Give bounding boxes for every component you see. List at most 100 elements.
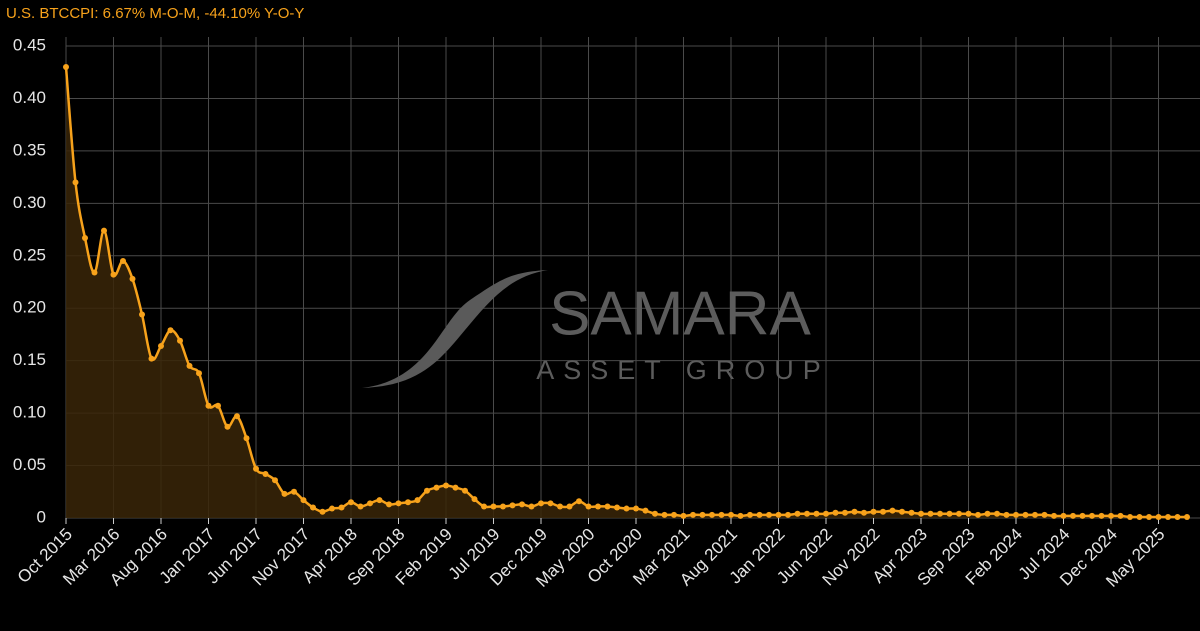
point <box>870 508 877 515</box>
point <box>1003 511 1010 518</box>
point <box>357 503 364 510</box>
point <box>433 484 440 491</box>
point <box>1022 511 1029 518</box>
point <box>547 500 554 507</box>
point <box>652 510 658 517</box>
point <box>386 501 392 508</box>
point <box>1184 513 1190 520</box>
point <box>690 511 696 518</box>
point <box>937 510 943 517</box>
point <box>880 508 886 515</box>
point <box>1013 511 1019 518</box>
point <box>1117 512 1124 519</box>
point <box>1079 512 1086 519</box>
point <box>243 435 250 442</box>
point <box>300 497 307 504</box>
y-tick-label: 0.15 <box>13 350 46 369</box>
point <box>196 370 202 377</box>
y-tick-label: 0.40 <box>13 88 46 107</box>
point <box>1032 511 1038 518</box>
point <box>63 63 69 70</box>
y-tick-label: 0.20 <box>13 298 46 317</box>
point <box>851 508 858 515</box>
point <box>585 503 592 510</box>
point <box>1174 513 1181 520</box>
point <box>509 502 516 509</box>
point <box>661 511 668 518</box>
point <box>1165 513 1171 520</box>
point <box>633 505 639 512</box>
point <box>566 503 573 510</box>
point <box>842 509 848 516</box>
point <box>500 503 506 510</box>
point <box>756 511 763 518</box>
point <box>272 477 278 484</box>
point <box>899 508 905 515</box>
point <box>956 510 962 517</box>
point <box>395 500 402 507</box>
point <box>1051 512 1057 519</box>
point <box>709 511 715 518</box>
point <box>1146 513 1152 520</box>
point <box>557 503 563 510</box>
point <box>215 402 221 409</box>
point <box>234 413 240 420</box>
point <box>832 509 839 516</box>
point <box>205 402 212 409</box>
point <box>129 275 136 282</box>
point <box>253 465 259 472</box>
watermark-subtext: ASSET GROUP <box>536 355 830 385</box>
point <box>291 488 297 495</box>
point <box>671 511 677 518</box>
point <box>348 499 354 506</box>
point <box>167 327 174 334</box>
y-tick-label: 0.25 <box>13 245 46 264</box>
point <box>310 504 316 511</box>
point <box>718 511 725 518</box>
point <box>338 504 345 511</box>
point <box>481 503 487 510</box>
point <box>861 509 867 516</box>
point <box>319 508 326 515</box>
point <box>747 511 753 518</box>
point <box>528 503 535 510</box>
point <box>1098 512 1105 519</box>
point <box>823 510 829 517</box>
point <box>595 503 601 510</box>
area <box>66 66 1187 518</box>
point <box>1089 512 1095 519</box>
point <box>452 484 459 491</box>
point <box>728 511 734 518</box>
point <box>72 179 79 186</box>
point <box>699 511 706 518</box>
point <box>623 505 630 512</box>
point <box>158 342 164 349</box>
point <box>148 355 155 362</box>
point <box>177 337 183 344</box>
chart-title: U.S. BTCCPI: 6.67% M-O-M, -44.10% Y-O-Y <box>6 5 304 22</box>
y-tick-label: 0.10 <box>13 403 46 422</box>
point <box>186 362 193 369</box>
point <box>538 500 544 507</box>
point <box>737 512 744 519</box>
point <box>965 510 972 517</box>
point <box>405 499 411 506</box>
watermark: SAMARA ASSET GROUP <box>362 270 830 388</box>
point <box>519 501 525 508</box>
point <box>614 504 620 511</box>
point <box>1041 511 1048 518</box>
point <box>994 510 1000 517</box>
point <box>680 512 687 519</box>
point <box>576 498 582 505</box>
point <box>281 490 288 497</box>
point <box>785 511 791 518</box>
point <box>462 487 468 494</box>
point <box>946 510 953 517</box>
point <box>120 258 126 265</box>
point <box>604 503 611 510</box>
point <box>329 505 335 512</box>
point <box>139 311 145 318</box>
point <box>1108 512 1114 519</box>
y-tick-label: 0.30 <box>13 193 46 212</box>
